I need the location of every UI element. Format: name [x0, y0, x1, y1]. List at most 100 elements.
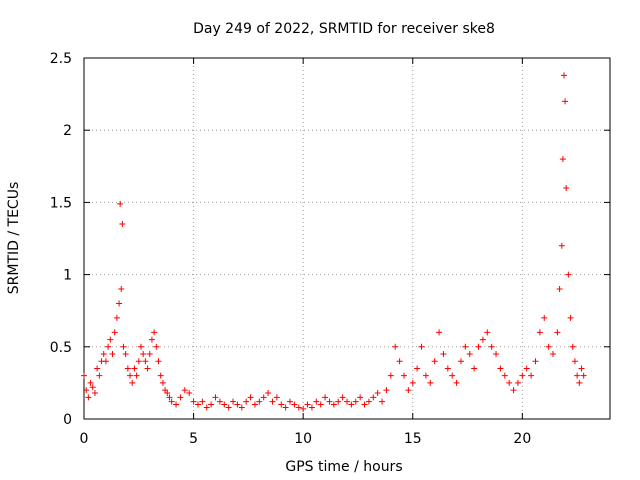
data-point [234, 401, 241, 408]
data-point [370, 394, 377, 401]
data-point [221, 401, 228, 408]
data-point [295, 404, 302, 411]
data-point [444, 365, 451, 372]
data-point [313, 398, 320, 405]
data-point [409, 379, 416, 386]
plot-frame [83, 57, 611, 420]
data-point [361, 401, 368, 408]
grid [84, 58, 610, 419]
data-point [131, 365, 138, 372]
data-point [144, 365, 151, 372]
data-point [514, 379, 521, 386]
data-point [558, 242, 565, 249]
data-point [396, 358, 403, 365]
data-point [392, 343, 399, 350]
data-point [120, 343, 127, 350]
data-point [151, 329, 158, 336]
data-point [109, 351, 116, 358]
data-point [471, 365, 478, 372]
data-point [168, 398, 175, 405]
data-point [563, 184, 570, 191]
data-point [216, 398, 223, 405]
data-point [269, 398, 276, 405]
y-tick-labels: 0 0.5 1 1.5 2 2.5 [50, 51, 72, 428]
data-point [287, 398, 294, 405]
data-point [431, 358, 438, 365]
data-point [260, 394, 267, 401]
data-point [523, 365, 530, 372]
data-point [308, 404, 315, 411]
data-point [400, 372, 407, 379]
data-point [559, 156, 566, 163]
x-axis-label: GPS time / hours [285, 459, 402, 475]
data-point [135, 358, 142, 365]
data-point [113, 314, 120, 321]
data-point [383, 387, 390, 394]
data-point [379, 398, 386, 405]
data-point [506, 379, 513, 386]
data-point [436, 329, 443, 336]
data-point [265, 390, 272, 397]
data-point [567, 314, 574, 321]
data-point [571, 358, 578, 365]
data-point [580, 372, 587, 379]
data-point [177, 394, 184, 401]
data-point [111, 329, 118, 336]
x-tick-label: 5 [189, 431, 198, 447]
data-point [157, 372, 164, 379]
chart-title: Day 249 of 2022, SRMTID for receiver ske… [193, 21, 495, 37]
data-point [190, 398, 197, 405]
data-point [449, 372, 456, 379]
y-tick-label: 0.5 [50, 340, 72, 356]
x-tick-label: 0 [80, 431, 89, 447]
data-point [510, 387, 517, 394]
data-point [440, 351, 447, 358]
data-point [291, 401, 298, 408]
data-point [550, 351, 557, 358]
data-point [83, 387, 90, 394]
data-point [166, 394, 173, 401]
data-point [122, 351, 129, 358]
data-point [140, 351, 147, 358]
data-point [142, 358, 149, 365]
data-point [317, 401, 324, 408]
data-point [119, 221, 126, 228]
data-point [164, 390, 171, 397]
data-point [100, 351, 107, 358]
data-point [556, 286, 563, 293]
data-point [153, 343, 160, 350]
data-point [124, 365, 131, 372]
data-point [344, 398, 350, 405]
data-point [493, 351, 500, 358]
data-point [326, 398, 333, 405]
data-point [238, 404, 245, 411]
data-point [203, 404, 210, 411]
data-point [348, 401, 355, 408]
data-point [89, 384, 96, 391]
data-point [107, 336, 114, 343]
data-point [330, 401, 337, 408]
data-point [159, 379, 166, 386]
data-point [148, 336, 155, 343]
data-point [578, 365, 585, 372]
data-point [536, 329, 543, 336]
data-point [569, 343, 576, 350]
data-point [405, 387, 412, 394]
data-points [81, 72, 587, 412]
x-tick-label: 20 [513, 431, 531, 447]
data-point [565, 271, 572, 278]
y-tick-label: 2 [63, 123, 72, 139]
data-point [146, 351, 153, 358]
data-point [194, 401, 201, 408]
data-point [335, 398, 342, 405]
data-point [488, 343, 495, 350]
data-point [466, 351, 473, 358]
data-point [457, 358, 464, 365]
data-point [387, 372, 394, 379]
data-point [532, 358, 539, 365]
x-tick-labels: 0 5 10 15 20 [80, 431, 532, 447]
data-point [497, 365, 504, 372]
data-point [560, 72, 567, 79]
data-point [418, 343, 425, 350]
data-point [541, 314, 548, 321]
